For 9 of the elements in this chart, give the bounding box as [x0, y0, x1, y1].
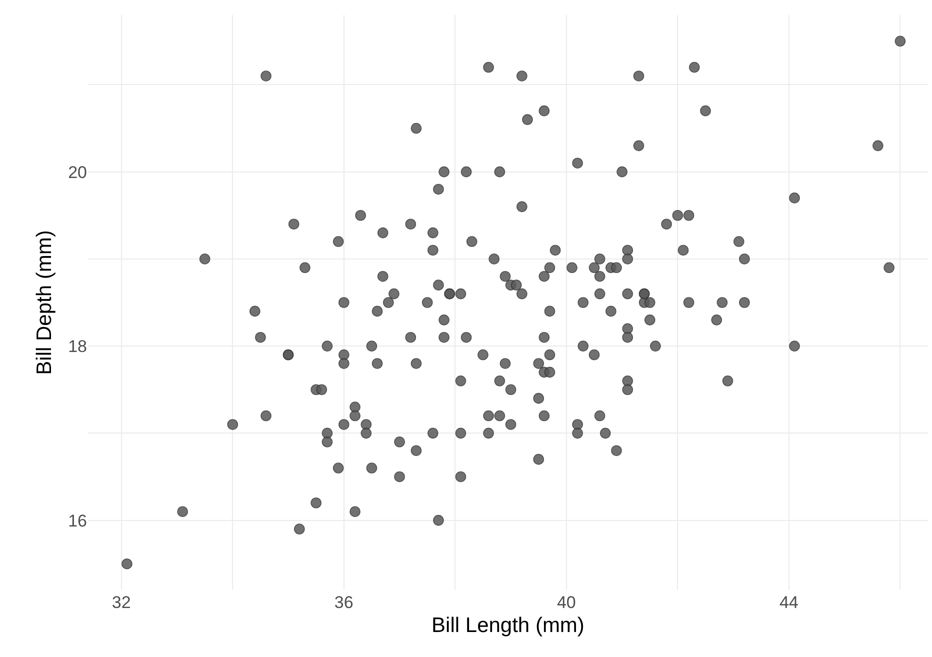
y-tick-label: 16 [68, 511, 87, 530]
x-tick-label: 44 [779, 593, 798, 612]
x-tick-label: 36 [334, 593, 354, 612]
y-tick-label: 20 [68, 162, 87, 182]
y-tick-label: 18 [68, 337, 87, 356]
y-axis-title: Bill Depth (mm) [33, 230, 56, 375]
x-tick-label: 32 [112, 593, 131, 612]
x-tick-label: 40 [556, 593, 576, 612]
x-axis-title: Bill Length (mm) [432, 614, 584, 638]
